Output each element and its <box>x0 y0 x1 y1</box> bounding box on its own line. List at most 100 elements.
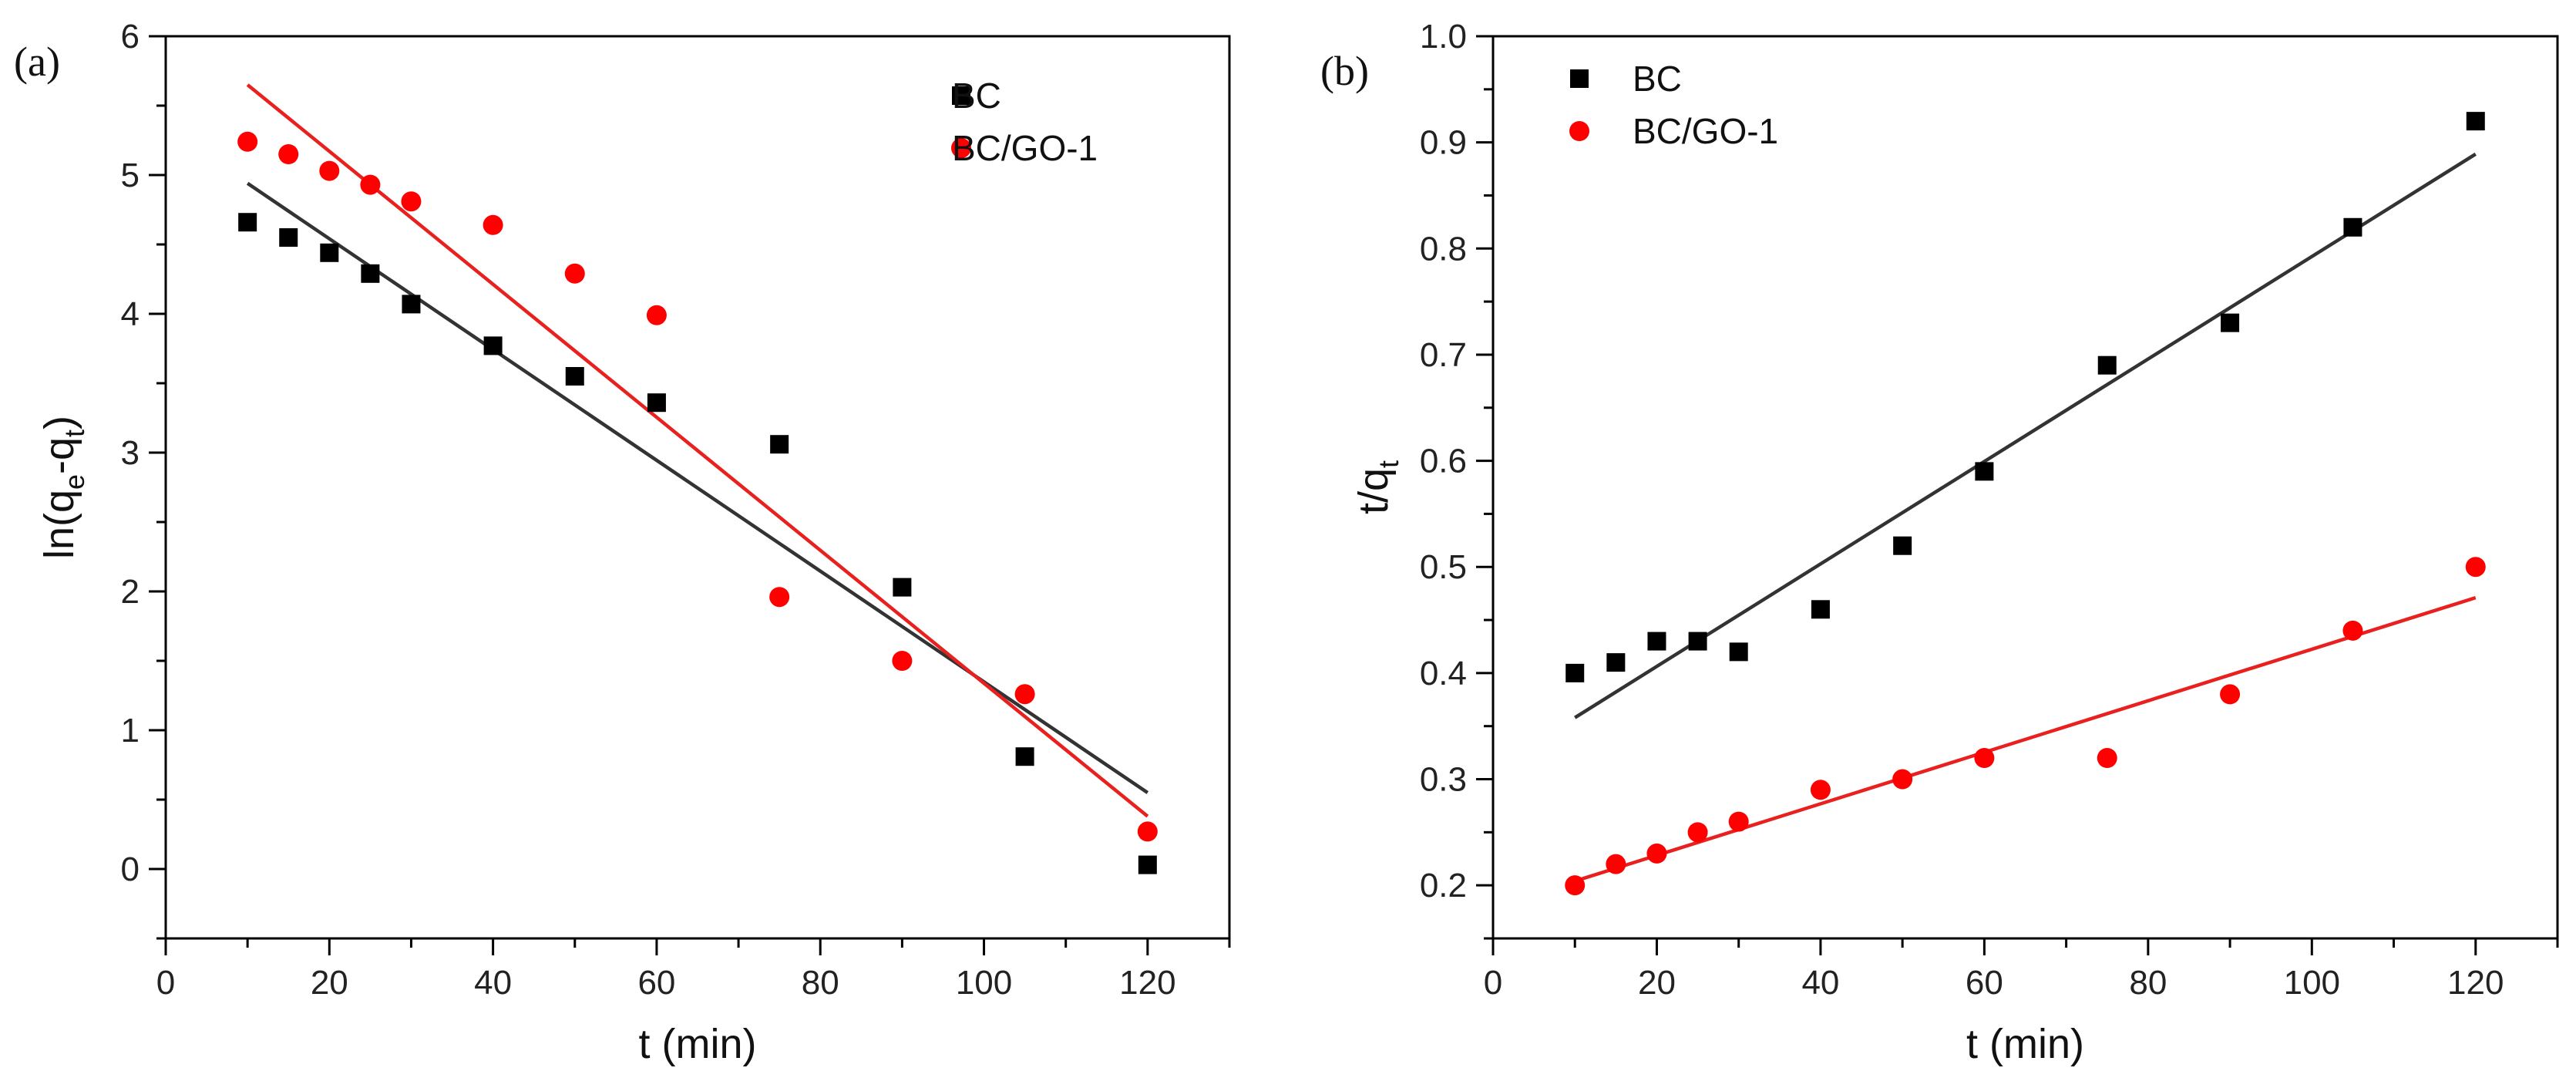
data-point-bc <box>1565 663 1585 682</box>
x-tick-label: 80 <box>2129 964 2167 1002</box>
data-point-bc <box>565 367 584 386</box>
plot-frame <box>1491 35 2559 940</box>
data-point-bc-go-1 <box>1810 780 1831 800</box>
y-tick-label: 0.5 <box>1420 548 1467 586</box>
data-point-bc-go-1 <box>2220 684 2241 705</box>
data-point-bc <box>647 393 666 413</box>
data-point-bc-go-1 <box>1137 821 1158 842</box>
fit-line-bc <box>246 181 1149 794</box>
data-point-bc-go-1 <box>1606 854 1626 874</box>
y-axis-label: ln(qe-qt) <box>36 416 90 559</box>
y-axis-label-part: -q <box>36 437 82 474</box>
data-point-bc <box>2466 112 2485 131</box>
data-point-bc-go-1 <box>2342 620 2363 641</box>
data-point-bc-go-1 <box>1646 843 1667 864</box>
x-tick-label: 120 <box>1119 964 1175 1002</box>
data-point-bc-go-1 <box>360 174 381 195</box>
fit-line-bc <box>1574 152 2477 719</box>
data-point-bc <box>893 578 912 597</box>
x-tick-label: 40 <box>474 964 512 1002</box>
data-point-bc <box>279 228 298 247</box>
data-point-bc-go-1 <box>319 160 340 181</box>
y-axis-label-part: ln(q <box>36 490 82 559</box>
legend-label-bc-go-1: BC/GO-1 <box>1633 111 1778 151</box>
panel-label: (b) <box>1320 48 1369 94</box>
x-tick-label: 100 <box>2284 964 2340 1002</box>
data-point-bc <box>238 213 257 232</box>
y-tick-label: 4 <box>121 295 140 333</box>
data-point-bc-go-1 <box>1728 811 1749 832</box>
x-axis-label: t (min) <box>1966 1021 2084 1067</box>
y-tick-label: 0 <box>121 851 140 888</box>
x-tick-label: 0 <box>1484 964 1502 1002</box>
data-point-bc <box>1015 747 1034 766</box>
legend-label-bc: BC <box>952 76 1001 116</box>
plot-frame <box>164 35 1231 940</box>
data-point-bc <box>1811 600 1830 619</box>
data-point-bc-go-1 <box>1892 769 1913 790</box>
x-tick-label: 0 <box>156 964 175 1002</box>
y-tick-label: 1.0 <box>1420 18 1467 56</box>
data-point-bc-go-1 <box>769 587 790 608</box>
data-point-bc <box>1975 462 1994 481</box>
x-tick-label: 60 <box>1966 964 2003 1002</box>
y-tick-label: 2 <box>121 573 140 611</box>
y-axis-label: t/qt <box>1350 460 1404 514</box>
y-axis-label-subscript: e <box>59 474 90 490</box>
data-point-bc-go-1 <box>483 214 503 235</box>
y-tick-label: 0.8 <box>1420 230 1467 268</box>
legend-label-bc: BC <box>1633 59 1682 99</box>
data-point-bc <box>2221 313 2240 332</box>
x-tick-label: 120 <box>2447 964 2504 1002</box>
x-tick-label: 80 <box>802 964 839 1002</box>
x-tick-label: 100 <box>956 964 1012 1002</box>
y-tick-label: 5 <box>121 157 140 194</box>
data-point-bc <box>1606 653 1626 672</box>
data-point-bc-go-1 <box>278 144 299 164</box>
legend-marker-bc <box>1570 69 1589 88</box>
legend-marker-bc <box>952 86 970 105</box>
x-tick-label: 40 <box>1801 964 1839 1002</box>
data-point-bc-go-1 <box>892 651 913 671</box>
panel-label: (a) <box>14 39 60 85</box>
data-point-bc-go-1 <box>2465 557 2486 578</box>
y-tick-label: 0.3 <box>1420 761 1467 799</box>
y-tick-label: 1 <box>121 712 140 749</box>
y-tick-label: 6 <box>121 18 140 56</box>
data-point-bc-go-1 <box>2097 748 2117 768</box>
data-point-bc <box>483 336 503 355</box>
data-point-bc <box>1138 855 1157 874</box>
data-point-bc <box>1893 536 1912 555</box>
legend-label-bc-go-1: BC/GO-1 <box>952 128 1098 168</box>
y-axis-label-subscript: t <box>1373 460 1404 468</box>
data-point-bc <box>770 435 789 454</box>
data-point-bc <box>2097 355 2117 375</box>
data-point-bc-go-1 <box>1687 822 1708 843</box>
data-point-bc <box>2343 217 2362 237</box>
y-tick-label: 0.4 <box>1420 655 1467 692</box>
panel-b-pseudo-second-order-chart: 0 20 40 60 80 100 120 0.2 0.3 0.4 0.5 0.6 0.7 0.8 0.9 1… <box>1320 18 2559 1067</box>
y-tick-label: 0.7 <box>1420 336 1467 374</box>
y-axis-label-part: ) <box>36 416 82 429</box>
x-axis-label: t (min) <box>639 1021 757 1067</box>
x-tick-label: 60 <box>637 964 675 1002</box>
y-tick-label: 0.2 <box>1420 867 1467 904</box>
data-point-bc <box>1647 632 1666 651</box>
data-point-bc <box>361 264 380 283</box>
fit-line-bc-go-1 <box>246 83 1149 818</box>
fit-line-bc-go-1 <box>1574 596 2477 883</box>
data-point-bc-go-1 <box>237 131 258 152</box>
legend-marker-bc-go-1 <box>951 138 971 158</box>
data-point-bc <box>1729 642 1748 662</box>
data-point-bc <box>402 295 421 314</box>
y-tick-label: 3 <box>121 434 140 472</box>
data-point-bc-go-1 <box>401 191 422 212</box>
data-point-bc-go-1 <box>564 263 585 284</box>
x-tick-label: 20 <box>311 964 348 1002</box>
data-point-bc <box>1688 632 1707 651</box>
data-point-bc-go-1 <box>646 305 667 325</box>
data-point-bc-go-1 <box>1974 748 1995 768</box>
data-point-bc-go-1 <box>1014 684 1035 705</box>
data-point-bc <box>320 243 339 262</box>
